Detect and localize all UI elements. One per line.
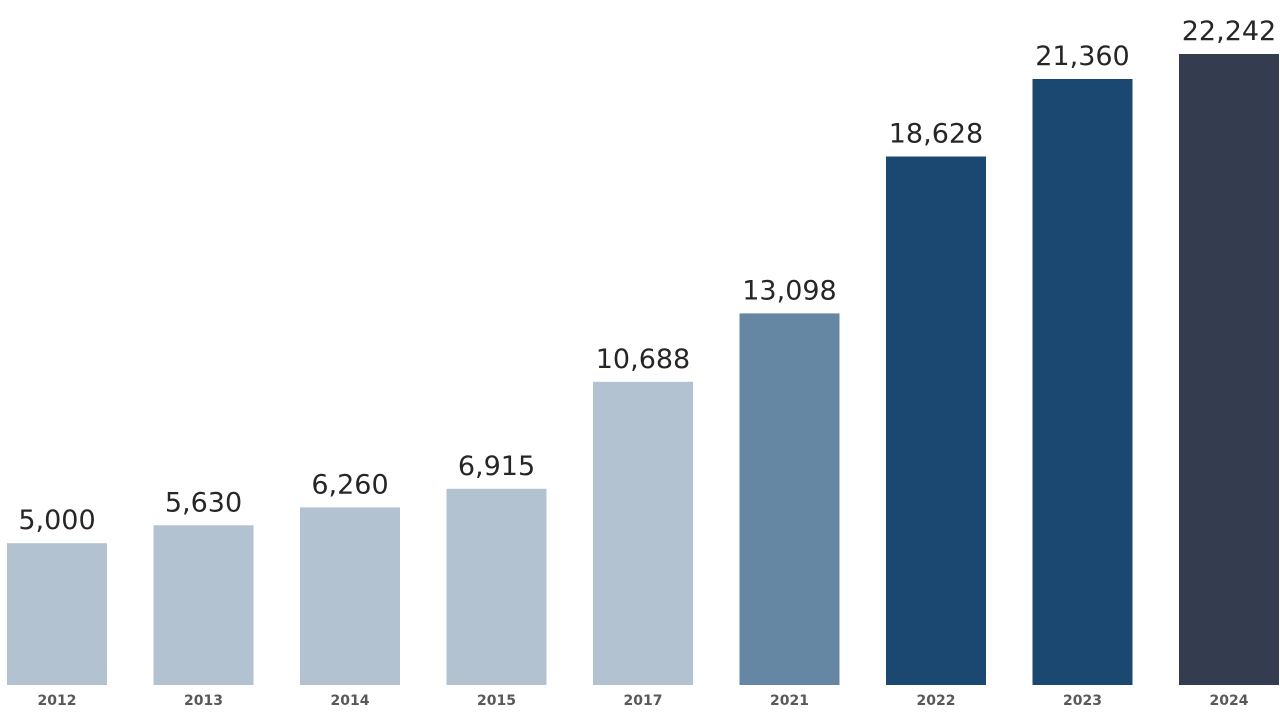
x-tick-label-2022: 2022 [917,693,956,709]
bar-2023 [1032,79,1133,685]
value-label-2017: 10,688 [596,344,690,375]
value-label-2014: 6,260 [311,469,388,500]
bar-2021 [739,313,840,685]
x-tick-label-2014: 2014 [331,693,370,709]
bar-2014 [300,507,400,685]
bar-2015 [446,488,547,685]
bar-2012 [7,543,107,685]
value-label-2015: 6,915 [458,451,535,482]
value-label-2024: 22,242 [1182,16,1276,47]
x-tick-label-2023: 2023 [1063,693,1102,709]
x-axis-tick-labels: 2012 2013 2014 2015 2017 2021 2022 2023 2024 [38,693,1249,709]
x-tick-label-2013: 2013 [184,693,223,709]
value-label-2021: 13,098 [742,275,836,306]
x-tick-label-2015: 2015 [477,693,516,709]
bar-2017 [593,381,693,685]
x-tick-label-2024: 2024 [1210,693,1249,709]
value-label-2012: 5,000 [18,505,95,536]
value-label-2022: 18,628 [889,119,983,150]
value-labels-group: 5,000 5,630 6,260 6,915 10,688 13,098 18,628 21… [18,16,1276,536]
x-tick-label-2021: 2021 [770,693,809,709]
value-label-2023: 21,360 [1035,41,1129,72]
x-tick-label-2017: 2017 [624,693,663,709]
bars-group [7,54,1279,685]
value-label-2013: 5,630 [165,487,242,518]
x-tick-label-2012: 2012 [38,693,77,709]
bar-2022 [886,156,986,685]
bar-2024 [1179,54,1279,685]
bar-2013 [153,525,254,685]
